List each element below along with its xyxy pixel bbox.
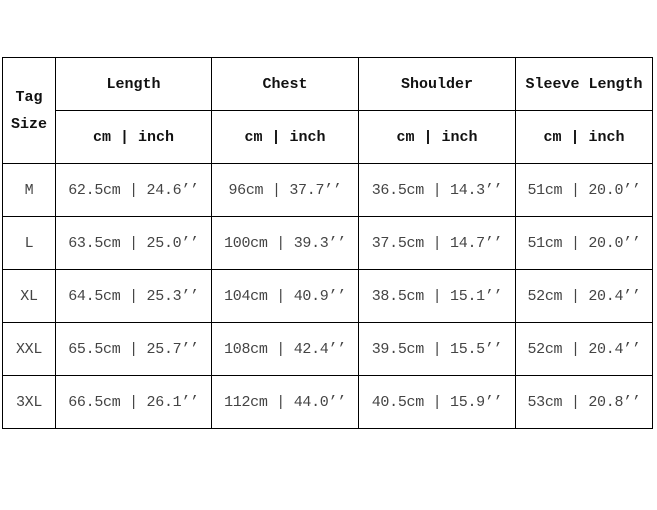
shoulder-cell: 39.5cm | 15.5’’ [358,322,516,376]
table-body: M 62.5cm | 24.6’’ 96cm | 37.7’’ 36.5cm | 14… [2,163,653,429]
length-cell: 65.5cm | 25.7’’ [55,322,212,376]
length-cell: 64.5cm | 25.3’’ [55,269,212,323]
unit-label: cm | inch [358,110,516,164]
table-row: M 62.5cm | 24.6’’ 96cm | 37.7’’ 36.5cm | 14… [2,163,653,217]
table-row: XL 64.5cm | 25.3’’ 104cm | 40.9’’ 38.5cm | … [2,269,653,323]
sleeve-length-header: Sleeve Length [515,57,653,111]
size-cell: M [2,163,56,217]
tag-size-header: Tag Size [2,57,56,164]
sleeve-length-cell: 52cm | 20.4’’ [515,269,653,323]
unit-label: cm | inch [55,110,212,164]
size-label: Size [10,115,47,133]
shoulder-cell: 38.5cm | 15.1’’ [358,269,516,323]
sleeve-length-cell: 53cm | 20.8’’ [515,375,653,429]
chest-cell: 108cm | 42.4’’ [211,322,359,376]
chest-cell: 112cm | 44.0’’ [211,375,359,429]
shoulder-header: Shoulder [358,57,516,111]
size-cell: L [2,216,56,270]
unit-label: cm | inch [515,110,653,164]
size-cell: XXL [2,322,56,376]
sleeve-length-cell: 52cm | 20.4’’ [515,322,653,376]
table-row: XXL 65.5cm | 25.7’’ 108cm | 42.4’’ 39.5cm |… [2,322,653,376]
header-row: Tag Size Length Chest Shoulder Sleeve Le… [2,57,653,164]
shoulder-cell: 40.5cm | 15.9’’ [358,375,516,429]
sleeve-length-cell: 51cm | 20.0’’ [515,216,653,270]
chest-cell: 100cm | 39.3’’ [211,216,359,270]
size-chart-table: Tag Size Length Chest Shoulder Sleeve Le… [2,57,653,429]
length-cell: 63.5cm | 25.0’’ [55,216,212,270]
length-cell: 62.5cm | 24.6’’ [55,163,212,217]
unit-label: cm | inch [211,110,359,164]
shoulder-cell: 37.5cm | 14.7’’ [358,216,516,270]
table-row: L 63.5cm | 25.0’’ 100cm | 39.3’’ 37.5cm | 1… [2,216,653,270]
table-row: 3XL 66.5cm | 26.1’’ 112cm | 44.0’’ 40.5cm |… [2,375,653,429]
unit-row: cm | inch cm | inch cm | inch cm | inch [3,110,653,164]
length-cell: 66.5cm | 26.1’’ [55,375,212,429]
chest-header: Chest [211,57,359,111]
chest-cell: 96cm | 37.7’’ [211,163,359,217]
chest-cell: 104cm | 40.9’’ [211,269,359,323]
shoulder-cell: 36.5cm | 14.3’’ [358,163,516,217]
sleeve-length-cell: 51cm | 20.0’’ [515,163,653,217]
length-header: Length [55,57,212,111]
size-cell: XL [2,269,56,323]
tag-label: Tag [15,88,43,106]
size-cell: 3XL [2,375,56,429]
